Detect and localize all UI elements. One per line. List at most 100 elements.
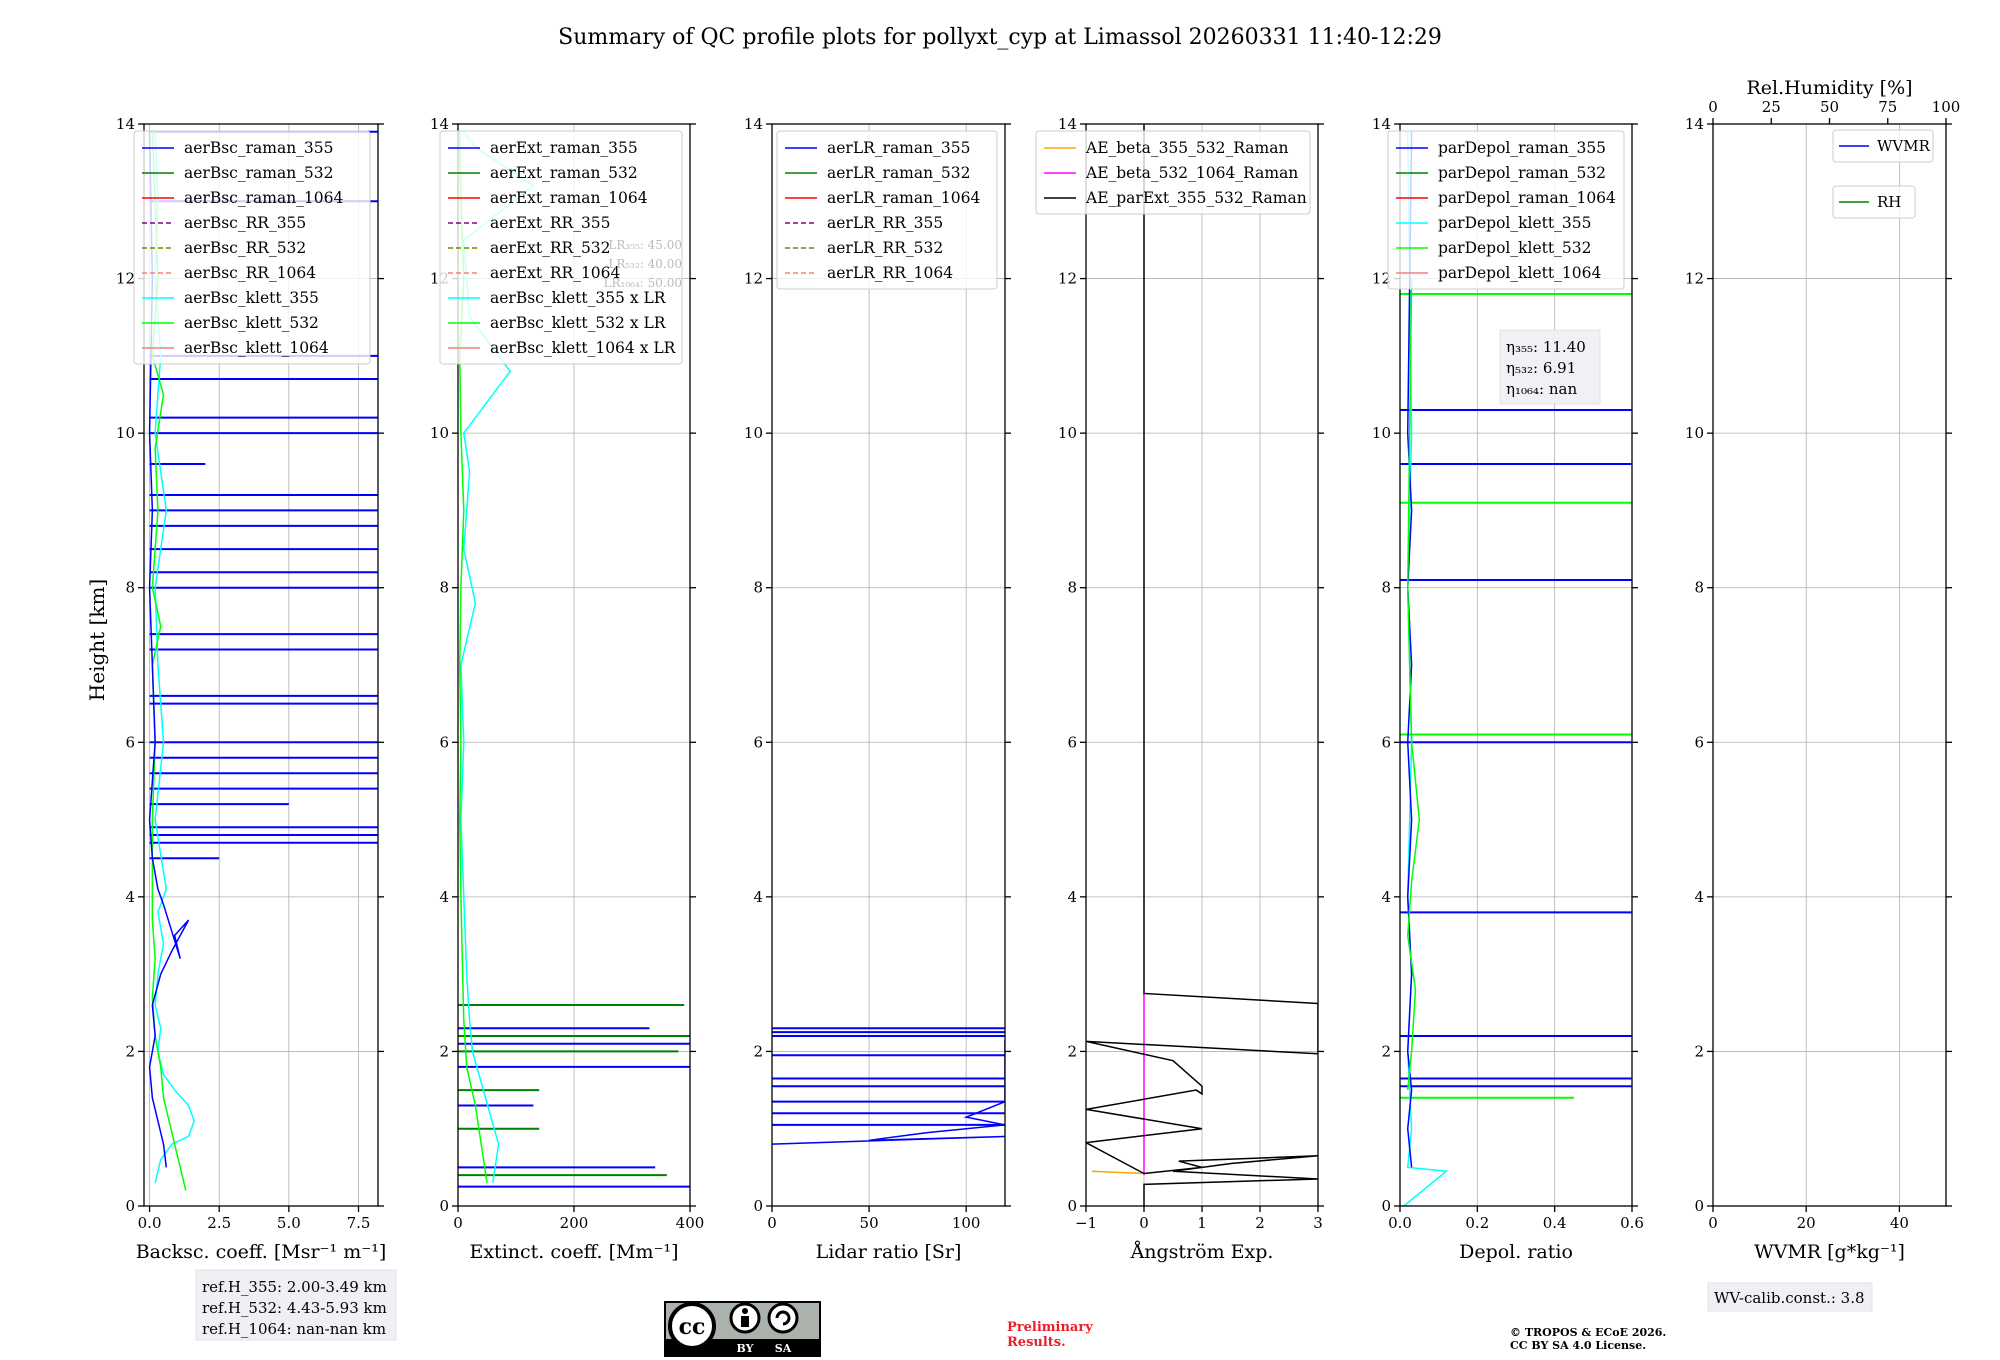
x-axis-label: Ångström Exp. [1130,1241,1274,1263]
ref-height-355: ref.H_355: 2.00-3.49 km [202,1278,387,1296]
plot-area [1400,131,1632,1206]
y-tick-label: 6 [753,733,763,751]
legend-box [1832,185,1916,219]
legend-label: aerLR_raman_1064 [827,189,980,207]
x-tick-label: 0.0 [138,1214,162,1232]
x-tick-label: 40 [1890,1214,1909,1232]
y-tick-label: 14 [1685,115,1704,133]
top-x-tick-label: 100 [1932,98,1961,116]
legend-label: aerBsc_raman_355 [184,139,334,157]
y-tick-label: 14 [1058,115,1077,133]
y-tick-label: 12 [744,270,763,288]
legend-label: aerBsc_klett_1064 [184,339,329,357]
x-tick-label: 0 [1708,1214,1718,1232]
x-tick-label: 5.0 [277,1214,301,1232]
y-tick-label: 14 [430,115,449,133]
legend-label: parDepol_klett_355 [1438,214,1591,232]
ref-height-532: ref.H_532: 4.43-5.93 km [202,1299,387,1317]
x-axis-label: Lidar ratio [Sr] [816,1241,962,1263]
legend-label: aerExt_RR_532 [490,239,611,257]
y-tick-label: 12 [1372,270,1391,288]
preliminary-results-text: Results. [1007,1335,1066,1350]
wv-calib-text: WV-calib.const.: 3.8 [1714,1289,1865,1307]
y-tick-label: 10 [430,424,449,442]
y-tick-label: 4 [1381,888,1391,906]
lr-label: LR₅₃₂: 40.00 [608,257,682,271]
legend-box [776,130,998,290]
y-tick-label: 10 [1685,424,1704,442]
eta-label: η₅₃₂: 6.91 [1506,359,1576,377]
cc-logo-icon [668,1302,716,1350]
copyright-line-1: © TROPOS & ECoE 2026. [1510,1326,1666,1339]
y-tick-label: 6 [1067,733,1077,751]
ref-height-1064: ref.H_1064: nan-nan km [202,1320,386,1338]
legend-label: aerBsc_RR_355 [184,214,306,232]
legend-label: aerBsc_RR_532 [184,239,306,257]
x-tick-label: 0.2 [1465,1214,1489,1232]
series-aerBsc_klett_355 [154,131,195,1183]
y-tick-label: 10 [1058,424,1077,442]
y-tick-label: 10 [116,424,135,442]
top-x-tick-label: 0 [1708,98,1718,116]
x-axis-label: Backsc. coeff. [Msr⁻¹ m⁻¹] [136,1241,387,1263]
legend-label: aerExt_raman_532 [490,164,638,182]
top-x-tick-label: 50 [1820,98,1839,116]
x-tick-label: 0 [453,1214,463,1232]
y-tick-label: 2 [439,1042,449,1060]
y-tick-label: 0 [753,1197,763,1215]
lr-label: LR₃₅₅: 45.00 [608,238,682,252]
x-tick-label: 20 [1797,1214,1816,1232]
y-tick-label: 8 [1381,579,1391,597]
x-axis-label: WVMR [g*kg⁻¹] [1754,1241,1905,1263]
legend-label: AE_beta_355_532_Raman [1085,139,1288,157]
y-tick-label: 6 [439,733,449,751]
legend-box [1387,130,1625,290]
figure-title: Summary of QC profile plots for pollyxt_… [558,25,1442,50]
plot-area [772,1027,1005,1145]
legend-label: aerBsc_raman_1064 [184,189,344,207]
series-AE_beta_355_532_Raman [1091,1170,1145,1175]
legend-label: aerBsc_klett_355 [184,289,319,307]
legend-box [1035,130,1311,215]
cc-license-badge: cc BY SA [664,1301,821,1357]
y-axis-label: Height [km] [85,579,109,701]
legend-box [1832,129,1934,163]
legend-label: parDepol_raman_532 [1438,164,1606,182]
legend-label: AE_parExt_355_532_Raman [1085,189,1307,207]
x-tick-label: 7.5 [347,1214,371,1232]
lr-label: LR₁₀₆₄: 50.00 [604,276,682,290]
x-tick-label: 0.0 [1388,1214,1412,1232]
wv-calib-box: WV-calib.const.: 3.8 [1707,1282,1873,1312]
x-tick-label: 0 [1139,1214,1149,1232]
axes-frame [143,123,379,1207]
x-tick-label: 3 [1313,1214,1323,1232]
y-tick-label: 0 [439,1197,449,1215]
x-tick-label: 2.5 [207,1214,231,1232]
ref-heights-box: ref.H_355: 2.00-3.49 km ref.H_532: 4.43-… [195,1269,397,1341]
y-tick-label: 10 [744,424,763,442]
x-tick-label: 0.6 [1620,1214,1644,1232]
y-tick-label: 4 [753,888,763,906]
legend-box [439,130,683,365]
legend-label: parDepol_klett_532 [1438,239,1591,257]
y-tick-label: 2 [1694,1042,1704,1060]
y-tick-label: 8 [753,579,763,597]
x-tick-label: 0 [767,1214,777,1232]
y-tick-label: 14 [116,115,135,133]
y-tick-label: 4 [1694,888,1704,906]
y-tick-label: 6 [125,733,135,751]
legend-label: aerLR_raman_355 [827,139,970,157]
legend-label: parDepol_raman_355 [1438,139,1606,157]
y-tick-label: 6 [1381,733,1391,751]
y-tick-label: 6 [1694,733,1704,751]
legend-label: aerExt_RR_1064 [490,264,621,282]
preliminary-text: Preliminary [1007,1320,1093,1335]
panels: 0 2 4 6 8 10 12 14 0.0 2.5 5.0 7.5 Backsc. coeff. [M… [116,77,1960,1263]
axes-frame [771,123,1006,1207]
plot-area [1086,124,1318,1206]
panel-lidar_ratio: 0 2 4 6 8 10 12 14 0 50 100 Lidar ratio [Sr] aerLR_r… [744,115,1011,1263]
axes-frame [1712,123,1947,1207]
